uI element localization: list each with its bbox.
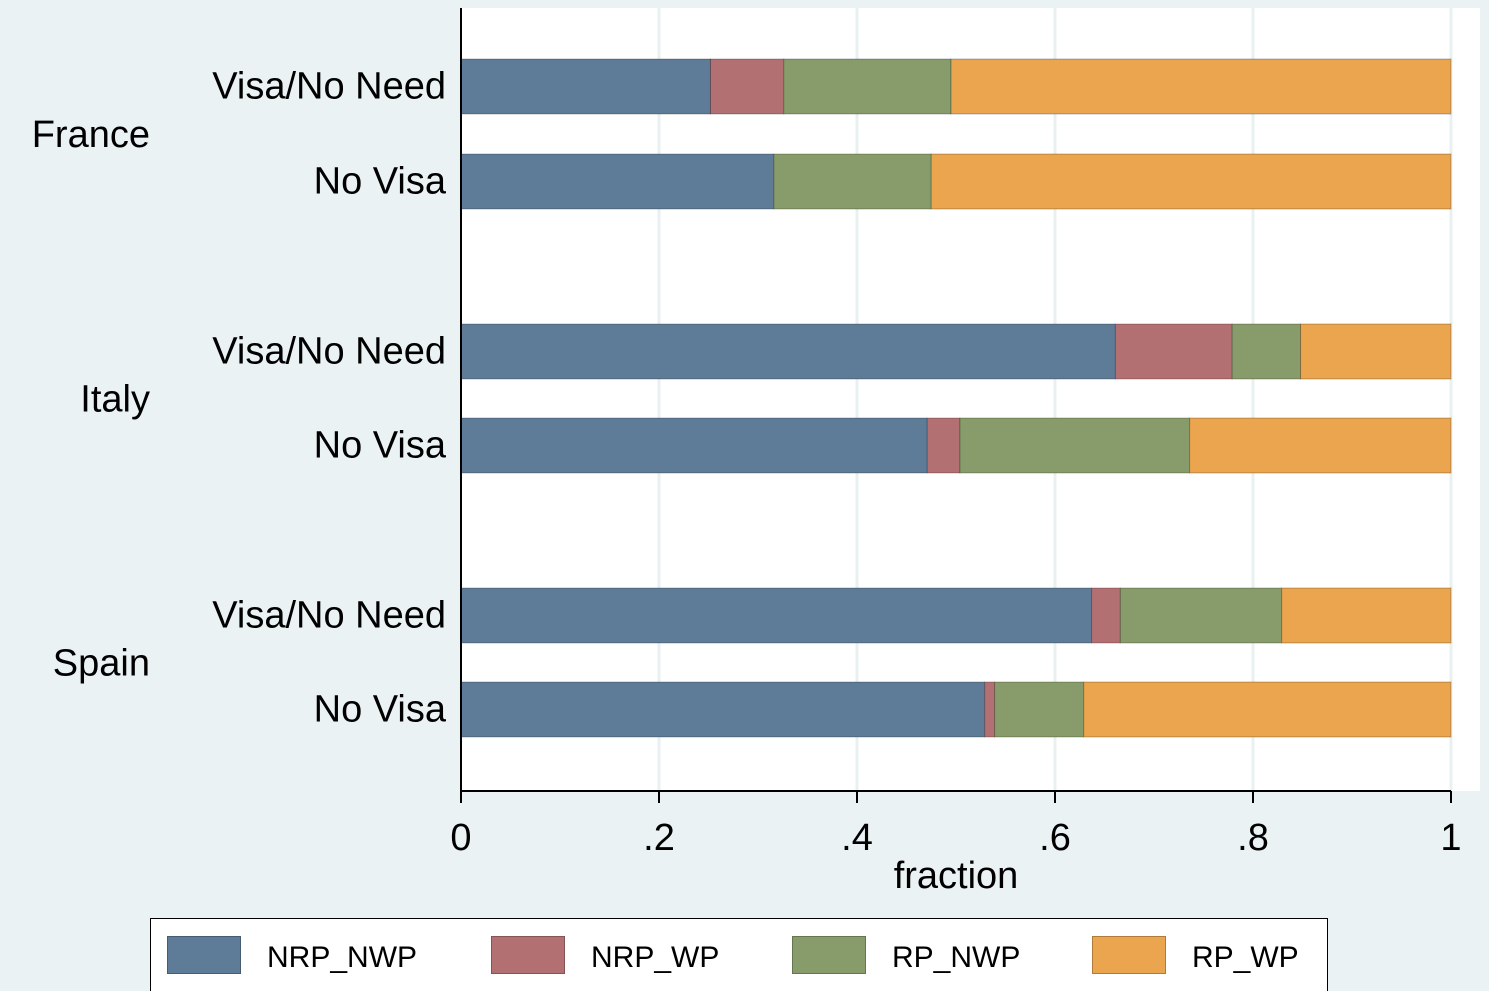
bar-segment-nrp-wp bbox=[926, 417, 961, 474]
bar-segment-rp-nwp bbox=[1119, 587, 1283, 644]
bar-segment-nrp-nwp bbox=[460, 417, 928, 474]
bar-segment-rp-nwp bbox=[959, 417, 1191, 474]
bar-segment-rp-nwp bbox=[773, 153, 932, 210]
bar-segment-rp-nwp bbox=[783, 58, 952, 115]
bar-segment-rp-nwp bbox=[994, 681, 1085, 738]
bar-segment-nrp-wp bbox=[709, 58, 785, 115]
legend: NRP_NWP NRP_WP RP_NWP RP_WP bbox=[150, 918, 1328, 991]
bar-label: No Visa bbox=[314, 425, 447, 467]
group-label: France bbox=[32, 114, 150, 156]
bar-segment-rp-wp bbox=[950, 58, 1452, 115]
bar-segment-nrp-nwp bbox=[460, 681, 986, 738]
bar-label: Visa/No Need bbox=[212, 595, 446, 637]
plot-area bbox=[461, 8, 1480, 791]
bar-segment-rp-wp bbox=[1083, 681, 1452, 738]
x-tick-label: .6 bbox=[1039, 817, 1071, 859]
bar-label: Visa/No Need bbox=[212, 66, 446, 108]
bar-label: No Visa bbox=[314, 161, 447, 203]
legend-label: NRP_NWP bbox=[267, 941, 418, 974]
legend-swatch bbox=[491, 936, 565, 974]
group-label: Italy bbox=[80, 379, 150, 421]
bar-segment-nrp-nwp bbox=[460, 58, 711, 115]
x-tick-label: 0 bbox=[450, 817, 471, 859]
bar-segment-rp-wp bbox=[930, 153, 1452, 210]
legend-label: RP_NWP bbox=[892, 941, 1021, 974]
bar-segment-rp-wp bbox=[1300, 323, 1452, 380]
bar-segment-nrp-wp bbox=[984, 681, 996, 738]
bar-segment-nrp-nwp bbox=[460, 587, 1093, 644]
bar-segment-rp-wp bbox=[1281, 587, 1452, 644]
bar-segment-nrp-wp bbox=[1091, 587, 1121, 644]
bar-segment-rp-nwp bbox=[1231, 323, 1302, 380]
legend-swatch bbox=[167, 936, 241, 974]
group-label: Spain bbox=[53, 643, 150, 685]
bar-segment-rp-wp bbox=[1189, 417, 1452, 474]
bar-segment-nrp-wp bbox=[1114, 323, 1233, 380]
legend-swatch bbox=[792, 936, 866, 974]
bar-label: No Visa bbox=[314, 689, 447, 731]
x-tick-label: 1 bbox=[1440, 817, 1461, 859]
legend-label: NRP_WP bbox=[591, 941, 720, 974]
bar-segment-nrp-nwp bbox=[460, 323, 1116, 380]
legend-swatch bbox=[1092, 936, 1166, 974]
x-tick-label: .4 bbox=[841, 817, 873, 859]
x-tick-label: .8 bbox=[1237, 817, 1269, 859]
x-axis-title: fraction bbox=[894, 855, 1019, 897]
legend-label: RP_WP bbox=[1192, 941, 1299, 974]
x-tick-label: .2 bbox=[643, 817, 675, 859]
bar-segment-nrp-nwp bbox=[460, 153, 775, 210]
bar-label: Visa/No Need bbox=[212, 331, 446, 373]
